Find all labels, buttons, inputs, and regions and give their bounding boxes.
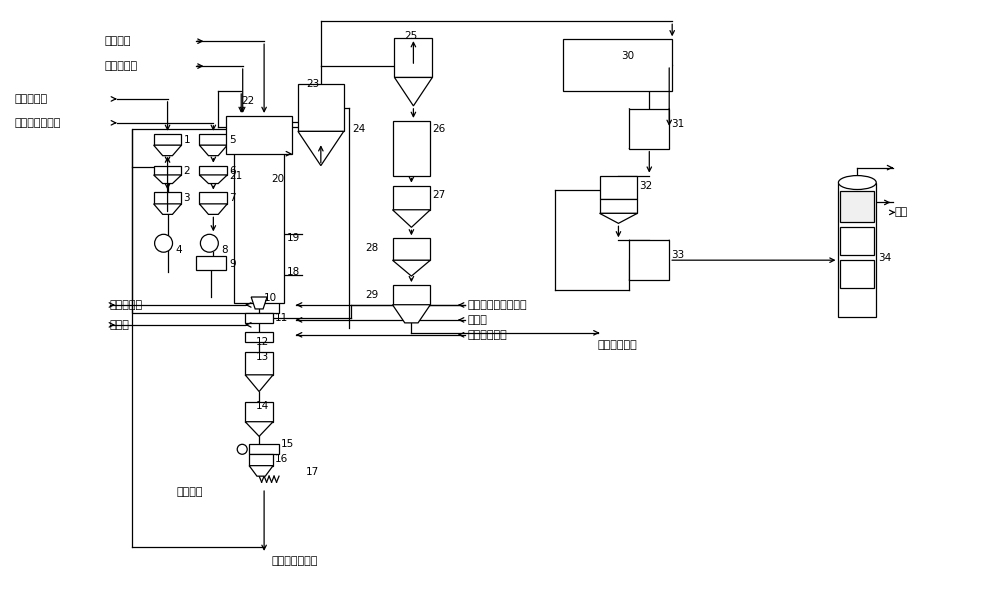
Text: 20: 20 [271, 174, 284, 184]
Polygon shape [393, 260, 430, 276]
Text: 炉渣大颞粒外排: 炉渣大颞粒外排 [271, 556, 317, 566]
Bar [199, 193, 227, 204]
Bar [154, 134, 181, 145]
Bar [629, 109, 669, 149]
Bar [249, 454, 273, 466]
Text: 收集细粉外运: 收集细粉外运 [598, 340, 637, 350]
Text: 21: 21 [229, 171, 243, 180]
Bar [245, 402, 273, 422]
Text: 14: 14 [256, 402, 269, 412]
Text: 15: 15 [281, 439, 294, 449]
Text: 34: 34 [878, 253, 891, 263]
Polygon shape [245, 375, 273, 392]
Bar [199, 134, 227, 145]
Polygon shape [199, 204, 227, 214]
Circle shape [155, 234, 173, 252]
Text: 水蔡汽和氧气: 水蔡汽和氧气 [467, 330, 507, 340]
Text: 24: 24 [353, 124, 366, 134]
Text: 6: 6 [229, 165, 236, 176]
Text: 10: 10 [264, 293, 277, 303]
Bar [154, 165, 181, 175]
Polygon shape [199, 175, 227, 183]
Bar [393, 238, 430, 260]
Polygon shape [154, 145, 181, 156]
Bar [840, 260, 874, 288]
Text: 水蔡汽: 水蔡汽 [467, 315, 487, 325]
Polygon shape [199, 145, 227, 156]
Bar [132, 129, 279, 313]
Text: 31: 31 [671, 119, 684, 129]
Polygon shape [298, 131, 344, 165]
Text: 料腿吹送气: 料腿吹送气 [110, 300, 143, 310]
Text: 29: 29 [366, 290, 379, 300]
Text: 28: 28 [366, 243, 379, 253]
Text: 1: 1 [183, 134, 190, 145]
Bar [393, 285, 430, 305]
Text: 炉顶二次风: 炉顶二次风 [105, 61, 138, 71]
Text: 4: 4 [176, 245, 182, 255]
Polygon shape [251, 297, 267, 309]
Text: 8: 8 [221, 245, 228, 255]
Polygon shape [394, 77, 432, 106]
Text: 水蔡汽: 水蔡汽 [110, 320, 130, 330]
Text: 18: 18 [287, 267, 300, 277]
Text: 3: 3 [183, 193, 190, 203]
Circle shape [200, 234, 218, 252]
Bar [393, 186, 430, 210]
Polygon shape [600, 214, 637, 223]
Bar [226, 116, 292, 154]
Text: 22: 22 [241, 96, 254, 106]
Text: 17: 17 [306, 467, 319, 477]
Bar [394, 38, 432, 77]
Text: 26: 26 [432, 124, 446, 134]
Text: 生物质原料: 生物质原料 [14, 94, 47, 104]
Bar [245, 352, 273, 375]
Text: 11: 11 [275, 313, 288, 323]
Bar [629, 240, 669, 280]
Bar [840, 227, 874, 255]
Polygon shape [393, 305, 430, 323]
Text: 19: 19 [287, 233, 300, 243]
Bar [600, 199, 637, 214]
Text: 33: 33 [671, 250, 684, 260]
Text: 12: 12 [256, 337, 269, 347]
Text: 16: 16 [275, 454, 288, 464]
Bar [840, 190, 874, 223]
Bar [298, 84, 344, 131]
Bar [563, 39, 672, 91]
Text: 7: 7 [229, 193, 236, 203]
Text: 补充床料: 补充床料 [177, 487, 203, 497]
Bar [245, 332, 273, 342]
Text: 32: 32 [639, 180, 653, 190]
Text: 25: 25 [404, 31, 418, 41]
Bar [196, 256, 226, 270]
Text: 排渣或补充床料: 排渣或补充床料 [14, 118, 61, 128]
Bar [393, 121, 430, 176]
Text: 5: 5 [229, 134, 236, 145]
Bar [154, 193, 181, 204]
Text: 2: 2 [183, 165, 190, 176]
Text: 23: 23 [306, 79, 319, 89]
Ellipse shape [838, 176, 876, 189]
Bar [249, 444, 279, 454]
Bar [245, 313, 273, 323]
Circle shape [237, 444, 247, 454]
Polygon shape [154, 204, 181, 214]
Polygon shape [245, 422, 273, 436]
Bar [838, 183, 876, 317]
Text: 空气（富氧、氧气）: 空气（富氧、氧气） [467, 300, 527, 310]
Text: 9: 9 [229, 259, 236, 269]
Text: 13: 13 [256, 352, 269, 362]
Text: 27: 27 [432, 190, 446, 201]
Bar [234, 149, 284, 303]
Text: 炉顶喷水: 炉顶喷水 [105, 36, 131, 46]
Bar [199, 165, 227, 175]
Text: 煤气: 煤气 [894, 208, 907, 217]
Polygon shape [393, 210, 430, 227]
Text: 30: 30 [621, 51, 635, 61]
Polygon shape [249, 466, 273, 476]
Polygon shape [154, 175, 181, 183]
Bar [600, 176, 637, 199]
